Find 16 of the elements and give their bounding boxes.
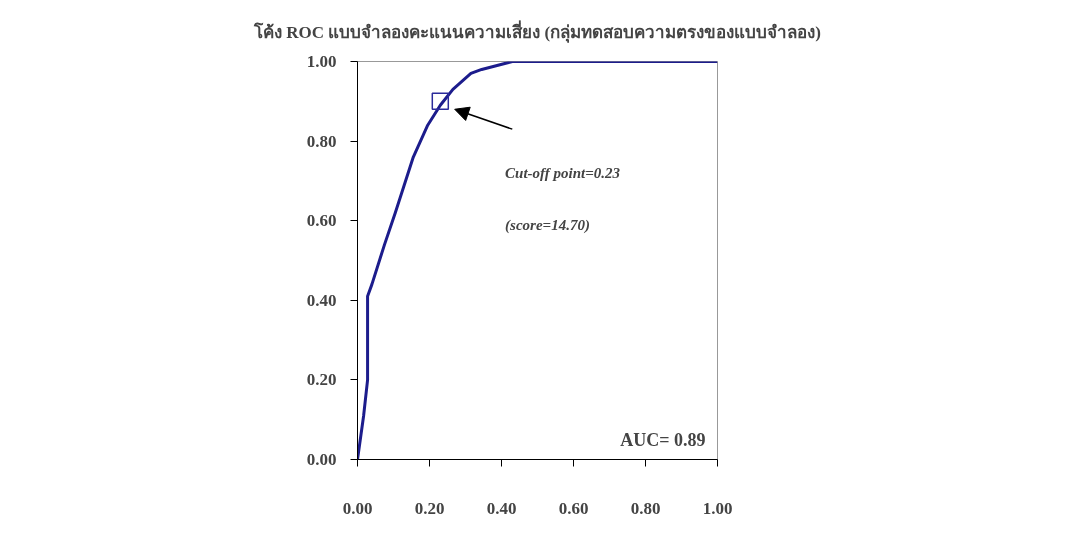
x-tick-label: 0.80 [630,498,661,518]
y-tick-label: 0.20 [306,370,337,390]
y-tick-label: 0.80 [306,131,337,151]
annotation: (score=14.70) [505,216,590,234]
y-tick-label: 0.40 [306,290,337,310]
x-tick-label: 0.60 [558,498,589,518]
y-tick-label: 0.60 [306,211,337,231]
x-tick-label: 1.00 [702,498,733,518]
x-tick-label: 0.40 [486,498,517,518]
y-tick-label: 1.00 [306,52,337,71]
annotation: Cut-off point=0.23 [505,164,621,181]
y-tick-label: 0.00 [306,450,337,469]
chart-title: โค้ง ROC แบบจำลองคะแนนความเสี่ยง (กลุ่มทดสอบความตรงของแบบจำลอง) [253,19,821,43]
x-tick-label: 0.00 [342,498,373,518]
x-tick-label: 0.20 [414,498,445,518]
annotation: AUC= 0.89 [620,429,706,450]
